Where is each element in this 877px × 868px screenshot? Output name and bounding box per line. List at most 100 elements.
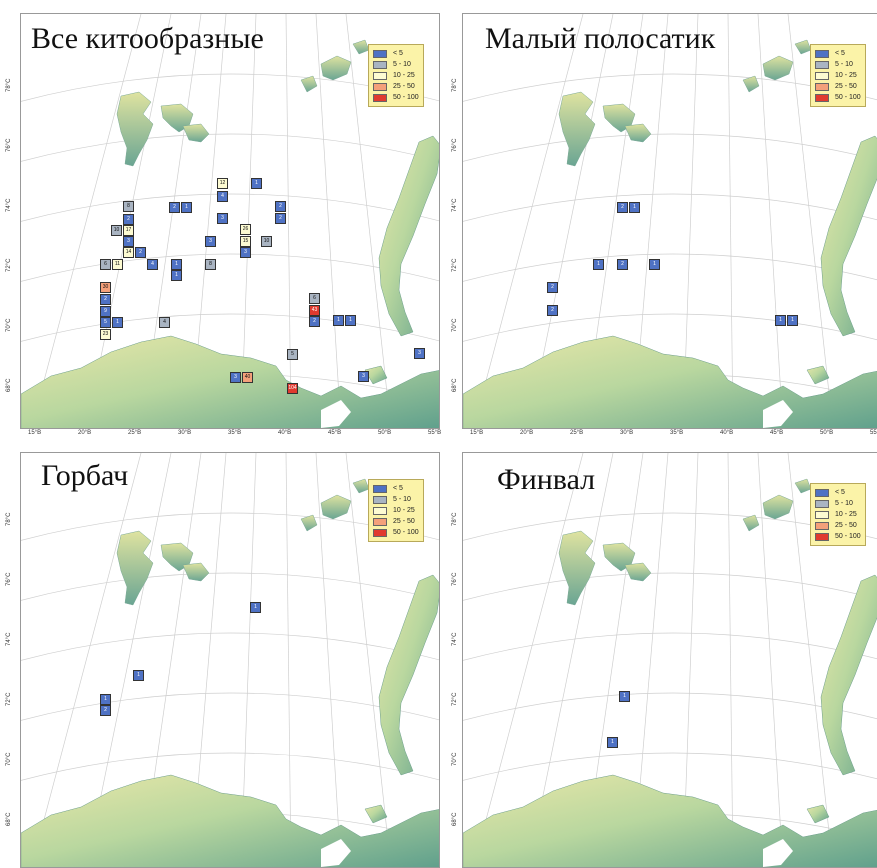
lat-tick-label: 78°С <box>6 512 12 526</box>
grid-cell: 1 <box>787 315 798 326</box>
legend-item: 25 - 50 <box>373 81 419 92</box>
lat-tick-label: 74°С <box>6 632 12 646</box>
legend: < 5 5 - 10 10 - 25 25 - 50 50 - 100 <box>810 44 866 107</box>
lat-tick-label: 78°С <box>452 512 458 526</box>
lon-tick-label: 35°В <box>228 430 242 436</box>
lon-tick-label: 35°В <box>670 430 684 436</box>
lon-tick-label: 25°В <box>570 430 584 436</box>
lon-tick-label: 30°В <box>620 430 634 436</box>
grid-cell: 2 <box>309 316 320 327</box>
legend: < 5 5 - 10 10 - 25 25 - 50 50 - 100 <box>368 479 424 542</box>
legend-swatch <box>815 82 829 91</box>
grid-cell: 3 <box>205 236 216 247</box>
grid-cell: 2 <box>547 282 558 293</box>
panel-title: Финвал <box>497 463 596 496</box>
lat-tick-label: 76°С <box>452 138 458 152</box>
grid-cell: 11 <box>112 259 123 270</box>
grid-cell: 5 <box>287 349 298 360</box>
legend-label: 10 - 25 <box>393 507 415 514</box>
grid-cell: 1 <box>607 737 618 748</box>
legend: < 5 5 - 10 10 - 25 25 - 50 50 - 100 <box>368 44 424 107</box>
grid-cell: 2 <box>135 247 146 258</box>
legend-item: 25 - 50 <box>373 516 419 527</box>
grid-cell: 5 <box>100 317 111 328</box>
grid-cell: 10 <box>261 236 272 247</box>
grid-cell: 1 <box>775 315 786 326</box>
legend-label: 25 - 50 <box>393 518 415 525</box>
grid-cell: 2 <box>617 202 628 213</box>
lon-tick-label: 15°В <box>28 430 42 436</box>
grid-cell: 1 <box>649 259 660 270</box>
lon-tick-label: 50°В <box>820 430 834 436</box>
lon-tick-label: 25°В <box>128 430 142 436</box>
legend-swatch <box>373 82 387 91</box>
legend-label: 50 - 100 <box>835 533 861 540</box>
legend-swatch <box>815 93 829 102</box>
lon-tick-label: 30°В <box>178 430 192 436</box>
grid-cell: 6 <box>309 293 320 304</box>
lat-tick-label: 72°С <box>6 692 12 706</box>
lon-tick-label: 40°В <box>278 430 292 436</box>
legend-item: 25 - 50 <box>815 81 861 92</box>
legend: < 5 5 - 10 10 - 25 25 - 50 50 - 100 <box>810 483 866 546</box>
grid-cell: 1 <box>250 602 261 613</box>
lon-tick-label: 45°В <box>770 430 784 436</box>
legend-item: 50 - 100 <box>373 527 419 538</box>
legend-swatch <box>815 510 829 519</box>
legend-swatch <box>373 517 387 526</box>
lat-tick-label: 72°С <box>452 258 458 272</box>
legend-swatch <box>373 93 387 102</box>
legend-swatch <box>815 488 829 497</box>
legend-item: 5 - 10 <box>373 494 419 505</box>
legend-label: 5 - 10 <box>835 61 853 68</box>
legend-label: 10 - 25 <box>835 72 857 79</box>
grid-cell: 30 <box>100 282 111 293</box>
grid-cell: 1 <box>100 694 111 705</box>
lon-tick-label: 45°В <box>328 430 342 436</box>
legend-swatch <box>373 506 387 515</box>
lat-tick-label: 70°С <box>6 318 12 332</box>
grid-cell: 23 <box>100 329 111 340</box>
legend-label: < 5 <box>835 489 845 496</box>
grid-cell: 1 <box>619 691 630 702</box>
grid-cell: 1 <box>171 270 182 281</box>
lat-tick-label: 70°С <box>6 752 12 766</box>
map-panel-all: Все китообразные < 5 5 - 10 10 - 25 25 - 50… <box>20 13 440 429</box>
grid-cell: 2 <box>100 705 111 716</box>
grid-cell: 14 <box>123 247 134 258</box>
lat-tick-label: 68°С <box>452 378 458 392</box>
grid-cell: 3 <box>230 372 241 383</box>
legend-item: 10 - 25 <box>373 70 419 81</box>
grid-cell: 2 <box>100 294 111 305</box>
lat-tick-label: 72°С <box>452 692 458 706</box>
lon-tick-label: 50°В <box>378 430 392 436</box>
lat-tick-label: 78°С <box>452 78 458 92</box>
legend-item: 5 - 10 <box>815 59 861 70</box>
grid-cell: 4 <box>147 259 158 270</box>
lat-tick-label: 70°С <box>452 752 458 766</box>
legend-item: 10 - 25 <box>815 509 861 520</box>
legend-item: 10 - 25 <box>373 505 419 516</box>
lat-tick-label: 76°С <box>452 572 458 586</box>
lat-tick-label: 68°С <box>6 378 12 392</box>
legend-swatch <box>815 521 829 530</box>
grid-cell: 8 <box>123 201 134 212</box>
lon-tick-label: 20°В <box>520 430 534 436</box>
map-panel-minke: Малый полосатик < 5 5 - 10 10 - 25 25 - 50 5… <box>462 13 877 429</box>
grid-cell: 1 <box>171 259 182 270</box>
legend-label: 25 - 50 <box>835 522 857 529</box>
legend-item: < 5 <box>373 48 419 59</box>
lat-tick-label: 68°С <box>452 812 458 826</box>
grid-cell: 26 <box>240 224 251 235</box>
grid-cell: 43 <box>309 305 320 316</box>
lat-tick-label: 70°С <box>452 318 458 332</box>
legend-swatch <box>373 495 387 504</box>
legend-item: 5 - 10 <box>373 59 419 70</box>
lon-tick-label: 20°В <box>78 430 92 436</box>
lat-tick-label: 78°С <box>6 78 12 92</box>
legend-item: < 5 <box>815 48 861 59</box>
legend-swatch <box>373 60 387 69</box>
legend-label: 25 - 50 <box>393 83 415 90</box>
grid-cell: 3 <box>217 213 228 224</box>
grid-cell: 104 <box>287 383 298 394</box>
